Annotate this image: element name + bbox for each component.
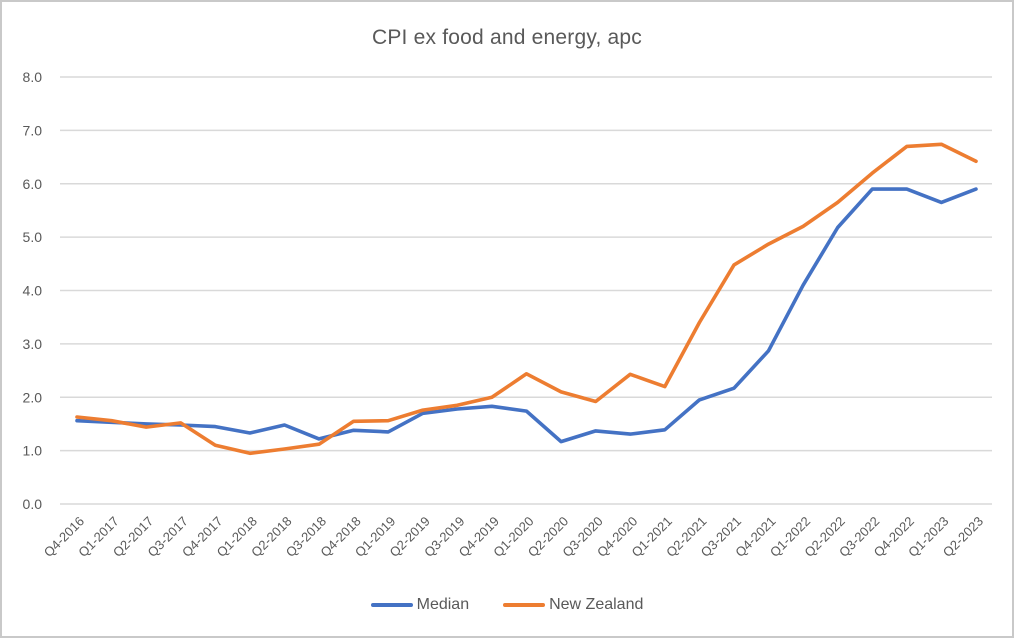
y-axis-label: 1.0 xyxy=(23,443,43,459)
y-axis-label: 6.0 xyxy=(23,176,43,192)
legend-swatch-median xyxy=(370,603,413,607)
chart-title: CPI ex food and energy, apc xyxy=(371,26,642,49)
y-axis-label: 4.0 xyxy=(23,283,43,299)
series-line-median xyxy=(75,187,978,444)
legend-label-median: Median xyxy=(416,596,470,613)
legend: Median New Zealand xyxy=(2,596,1012,614)
y-axis-label: 7.0 xyxy=(23,122,43,138)
y-axis-label: 2.0 xyxy=(23,389,43,405)
legend-swatch-new-zealand xyxy=(503,603,546,607)
series-line-new-zealand xyxy=(75,142,978,456)
legend-item-median: Median xyxy=(370,596,470,614)
y-axis-label: 3.0 xyxy=(23,336,43,352)
y-axis-label: 5.0 xyxy=(23,229,43,245)
plot-area: 0.01.02.03.04.05.06.07.08.0Q4-2016Q1-201… xyxy=(23,69,992,560)
legend-item-new-zealand: New Zealand xyxy=(503,596,643,614)
legend-label-new-zealand: New Zealand xyxy=(549,596,644,613)
y-axis-label: 8.0 xyxy=(23,69,43,85)
y-axis-label: 0.0 xyxy=(23,496,43,512)
